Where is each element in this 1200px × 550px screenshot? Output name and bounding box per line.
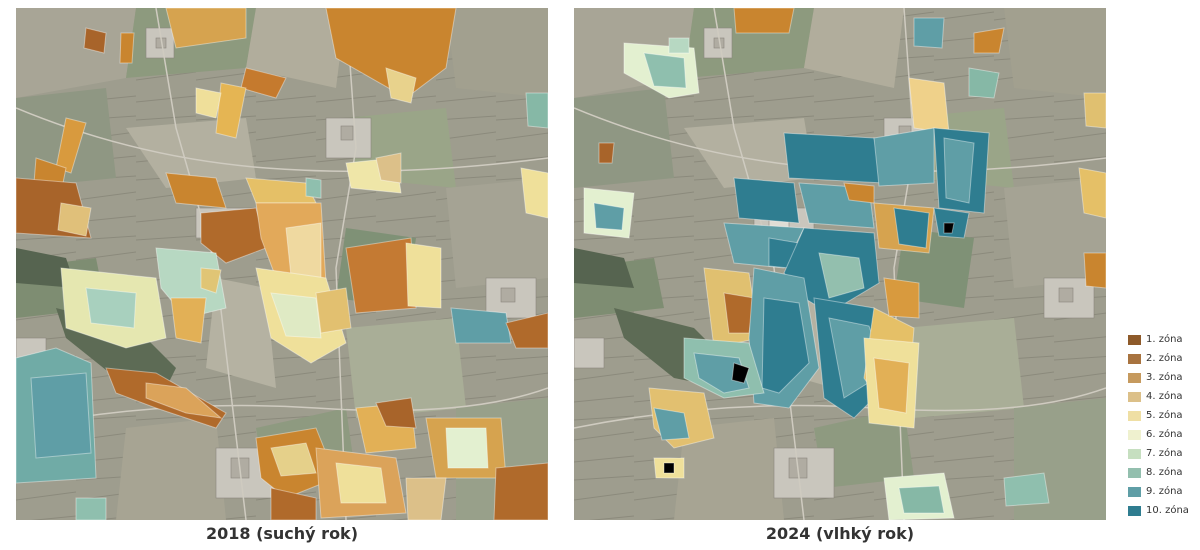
- zone-legend: 1. zóna 2. zóna 3. zóna 4. zóna 5. zóna …: [1128, 330, 1198, 520]
- legend-swatch: [1128, 353, 1141, 364]
- legend-label: 3. zóna: [1146, 372, 1183, 383]
- legend-label: 7. zóna: [1146, 448, 1183, 459]
- legend-swatch: [1128, 334, 1141, 345]
- legend-item-zone-10: 10. zóna: [1128, 501, 1198, 520]
- legend-label: 8. zóna: [1146, 467, 1183, 478]
- legend-swatch: [1128, 429, 1141, 440]
- legend-swatch: [1128, 505, 1141, 516]
- map-2024-image: [574, 8, 1106, 520]
- legend-item-zone-6: 6. zóna: [1128, 425, 1198, 444]
- legend-swatch: [1128, 391, 1141, 402]
- legend-label: 1. zóna: [1146, 334, 1183, 345]
- legend-label: 4. zóna: [1146, 391, 1183, 402]
- legend-swatch: [1128, 372, 1141, 383]
- legend-item-zone-3: 3. zóna: [1128, 368, 1198, 387]
- map-2018-image: [16, 8, 548, 520]
- legend-swatch: [1128, 467, 1141, 478]
- legend-item-zone-9: 9. zóna: [1128, 482, 1198, 501]
- legend-label: 2. zóna: [1146, 353, 1183, 364]
- legend-swatch: [1128, 410, 1141, 421]
- legend-label: 9. zóna: [1146, 486, 1183, 497]
- legend-item-zone-8: 8. zóna: [1128, 463, 1198, 482]
- map-2024: [574, 8, 1106, 520]
- legend-item-zone-5: 5. zóna: [1128, 406, 1198, 425]
- legend-label: 10. zóna: [1146, 505, 1189, 516]
- legend-swatch: [1128, 448, 1141, 459]
- legend-swatch: [1128, 486, 1141, 497]
- map-2018: [16, 8, 548, 520]
- legend-item-zone-7: 7. zóna: [1128, 444, 1198, 463]
- legend-item-zone-4: 4. zóna: [1128, 387, 1198, 406]
- legend-item-zone-2: 2. zóna: [1128, 349, 1198, 368]
- legend-item-zone-1: 1. zóna: [1128, 330, 1198, 349]
- map-caption-2018: 2018 (suchý rok): [205, 524, 359, 543]
- legend-label: 6. zóna: [1146, 429, 1183, 440]
- legend-label: 5. zóna: [1146, 410, 1183, 421]
- map-caption-2024: 2024 (vlhký rok): [765, 524, 915, 543]
